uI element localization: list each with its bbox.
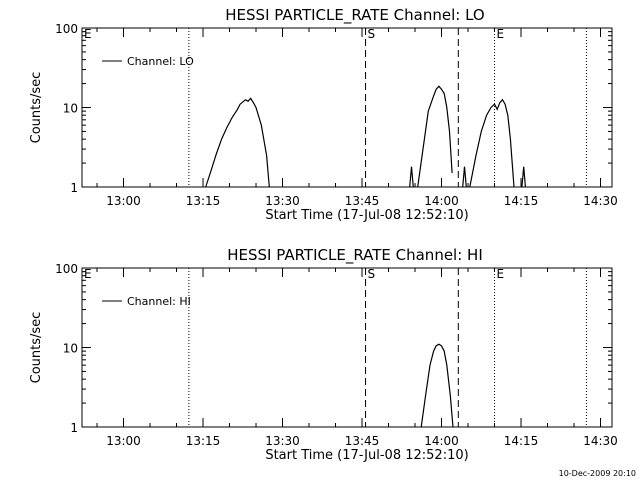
chart-panel-1: HESSI PARTICLE_RATE Channel: LO 13:00 13:1… xyxy=(29,6,618,223)
chart-title: HESSI PARTICLE_RATE Channel: LO xyxy=(225,6,484,25)
series-line xyxy=(420,343,454,428)
x-tick-label: 13:45 xyxy=(345,194,380,208)
x-tick-label: 14:00 xyxy=(424,194,459,208)
y-tick-label: 1 xyxy=(70,421,78,435)
series-line xyxy=(205,97,270,188)
y-tick-label: 1 xyxy=(70,181,78,195)
y-tick-label: 10 xyxy=(63,342,78,356)
x-tick-label: 13:15 xyxy=(186,434,221,448)
series-line xyxy=(409,166,414,188)
x-tick-label: 13:15 xyxy=(186,194,221,208)
x-tick-label: 14:30 xyxy=(583,194,618,208)
x-tick-label: 13:30 xyxy=(265,434,300,448)
chart-panel-2: HESSI PARTICLE_RATE Channel: HI 13:00 13:1… xyxy=(29,246,618,463)
series-line xyxy=(462,166,467,188)
legend-entry: Channel: HI xyxy=(127,295,191,308)
charts-group: HESSI PARTICLE_RATE Channel: LO 13:00 13:1… xyxy=(29,6,618,463)
marker-label: E xyxy=(84,267,92,281)
series-line xyxy=(469,98,515,188)
y-axis-label: Counts/sec xyxy=(29,72,44,144)
x-tick-label: 13:00 xyxy=(106,194,141,208)
x-axis-label: Start Time (17-Jul-08 12:52:10) xyxy=(265,448,468,463)
marker-label: E xyxy=(497,27,505,41)
footer-timestamp: 10-Dec-2009 20:10 xyxy=(559,469,636,478)
x-tick-label: 13:30 xyxy=(265,194,300,208)
x-tick-label: 14:15 xyxy=(504,434,539,448)
x-tick-label: 14:00 xyxy=(424,434,459,448)
x-tick-label: 13:45 xyxy=(345,434,380,448)
y-tick-label: 10 xyxy=(63,102,78,116)
x-tick-label: 14:30 xyxy=(583,434,618,448)
x-tick-label: 13:00 xyxy=(106,434,141,448)
x-axis-label: Start Time (17-Jul-08 12:52:10) xyxy=(265,208,468,223)
y-axis-label: Counts/sec xyxy=(29,312,44,384)
y-tick-label: 100 xyxy=(55,262,78,276)
x-tick-label: 14:15 xyxy=(504,194,539,208)
marker-label: S xyxy=(368,27,376,41)
y-tick-label: 100 xyxy=(55,22,78,36)
chart-title: HESSI PARTICLE_RATE Channel: HI xyxy=(227,246,483,265)
marker-label: E xyxy=(497,267,505,281)
series-line xyxy=(521,166,526,188)
marker-label: E xyxy=(84,27,92,41)
legend-entry: Channel: LO xyxy=(127,55,194,68)
marker-label: S xyxy=(368,267,376,281)
series-line xyxy=(417,85,453,188)
